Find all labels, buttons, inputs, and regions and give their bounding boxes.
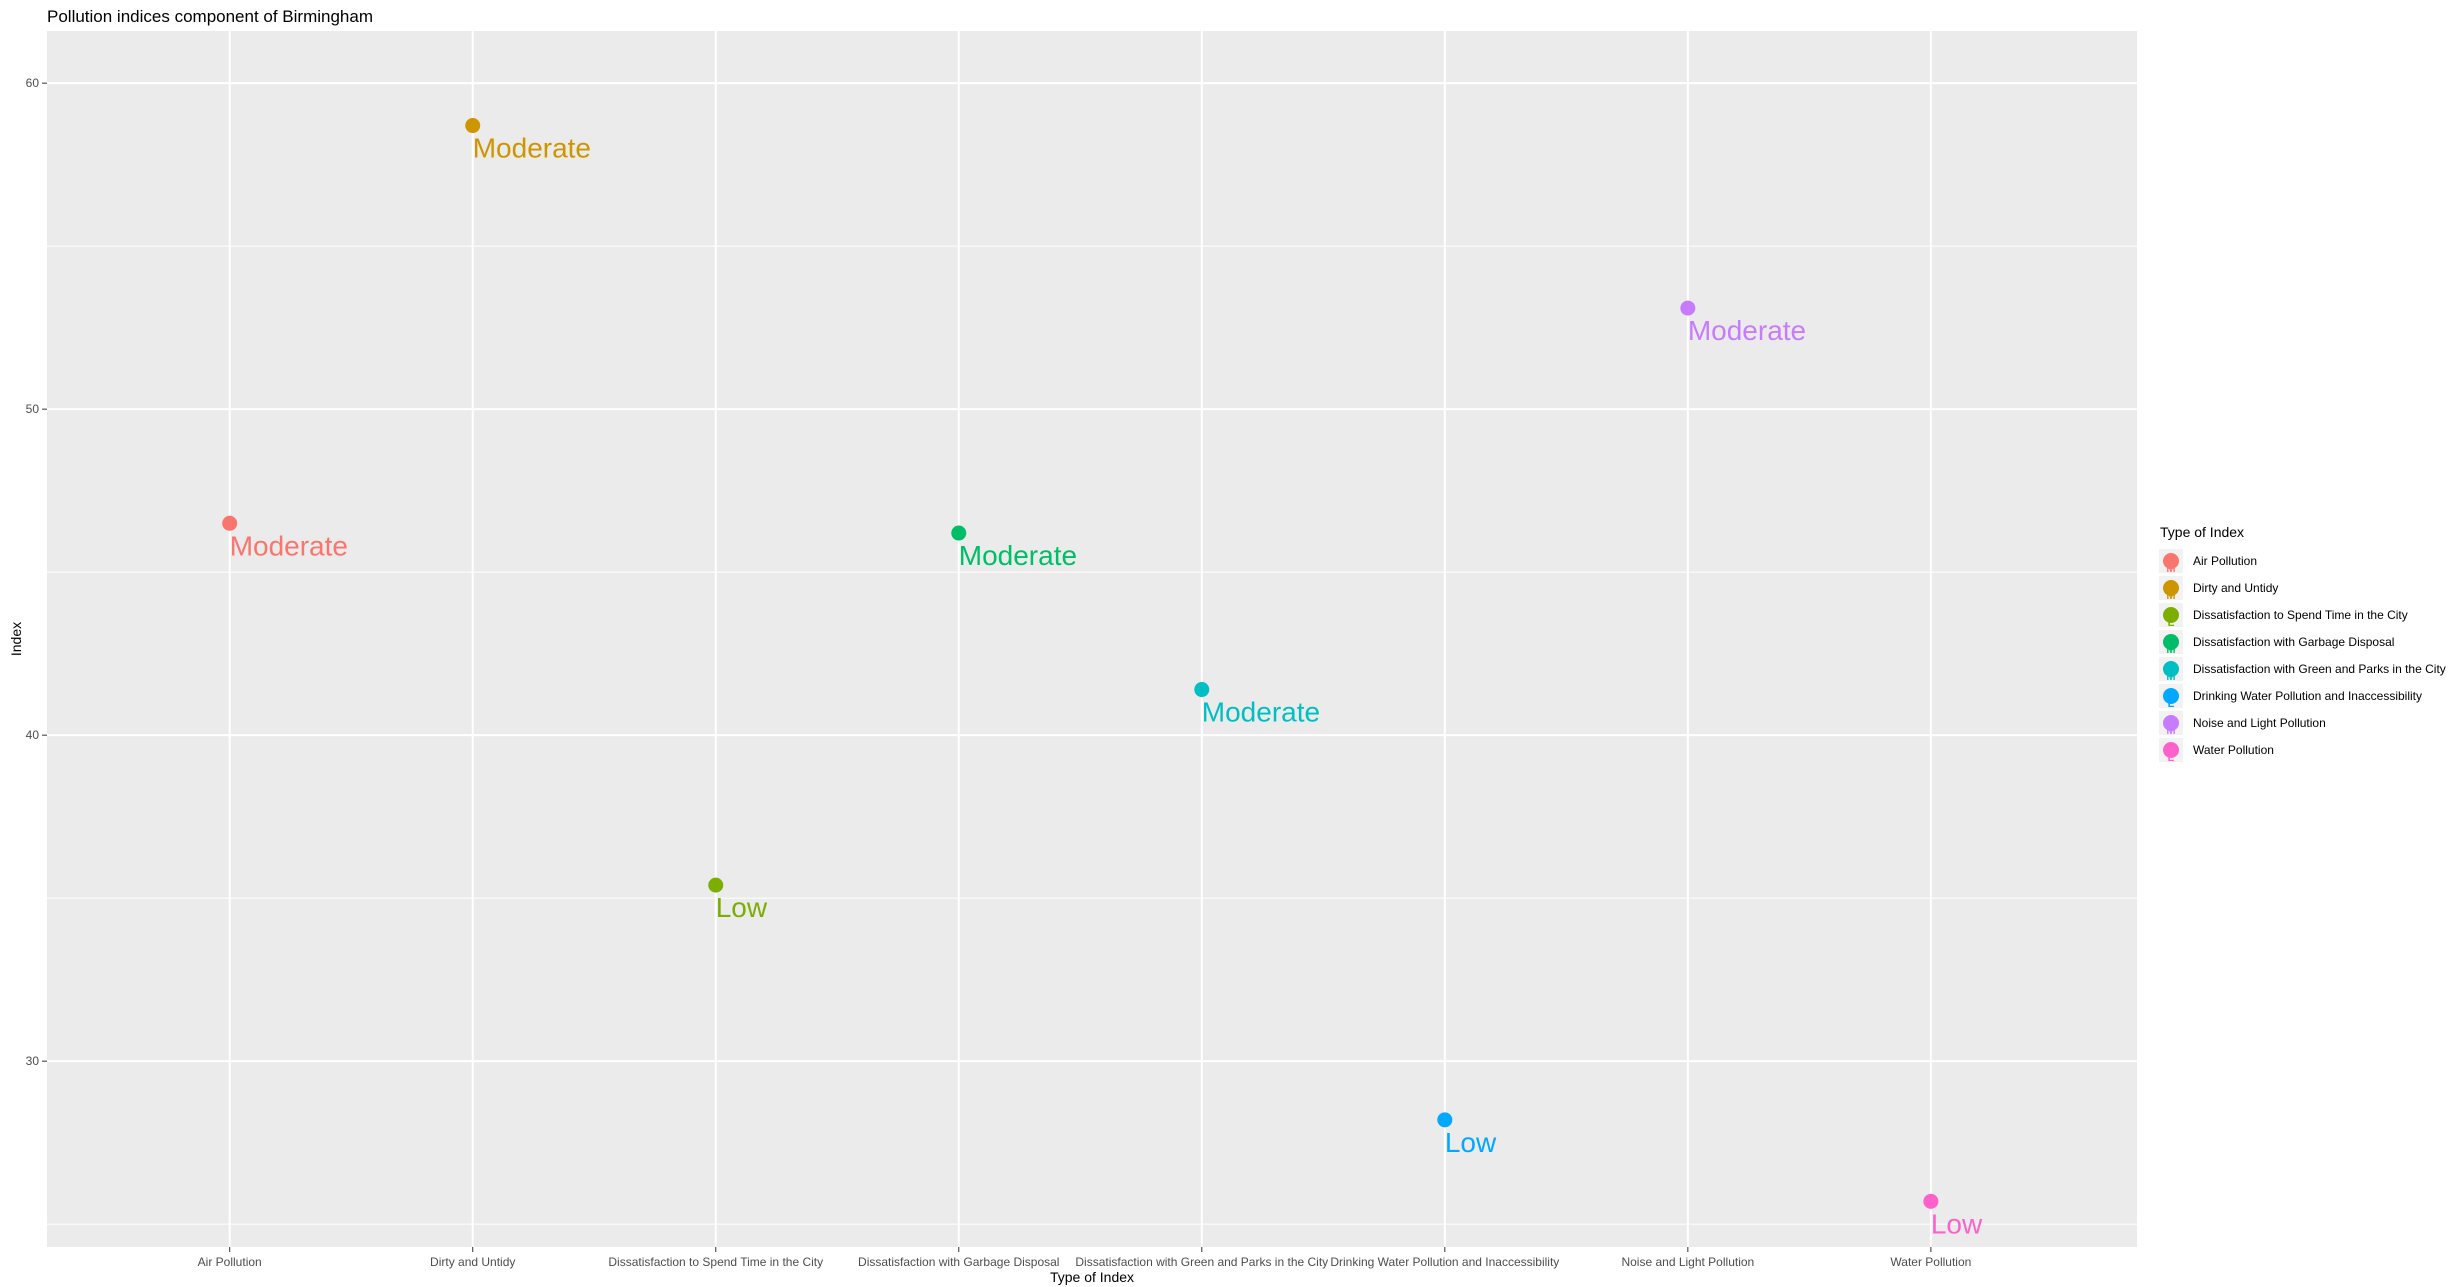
legend-key-glyph: L — [2168, 617, 2175, 629]
data-label: Moderate — [959, 540, 1077, 571]
legend: Type of Index M Air Pollution M Dirty and U… — [2159, 524, 2446, 764]
x-tick-label: Air Pollution — [198, 1255, 262, 1269]
data-point — [1923, 1193, 1939, 1209]
chart-title: Pollution indices component of Birmingha… — [47, 7, 373, 26]
legend-key — [2163, 634, 2179, 650]
data-point — [1194, 682, 1210, 698]
legend-label: Drinking Water Pollution and Inaccessibi… — [2193, 689, 2422, 703]
major-gridlines — [47, 31, 2137, 1247]
x-axis-ticks: Air Pollution Dirty and Untidy Dissatisfac… — [198, 1247, 1971, 1269]
y-tick-label: 30 — [26, 1054, 40, 1068]
legend-key-glyph: M — [2166, 725, 2175, 737]
x-tick-label: Noise and Light Pollution — [1621, 1255, 1754, 1269]
y-tick-label: 60 — [26, 76, 40, 90]
data-label: Low — [1445, 1127, 1497, 1158]
data-label: Moderate — [473, 133, 591, 164]
legend-label: Air Pollution — [2193, 554, 2257, 568]
legend-key — [2163, 742, 2179, 758]
legend-label: Noise and Light Pollution — [2193, 716, 2326, 730]
legend-key — [2163, 715, 2179, 731]
legend-label: Dissatisfaction with Garbage Disposal — [2193, 635, 2394, 649]
data-label: Low — [716, 892, 768, 923]
x-tick-label: Dirty and Untidy — [430, 1255, 515, 1269]
x-tick-label: Water Pollution — [1890, 1255, 1971, 1269]
x-tick-label: Dissatisfaction to Spend Time in the Cit… — [608, 1255, 823, 1269]
minor-gridlines — [47, 245, 2137, 1225]
legend-label: Dissatisfaction to Spend Time in the Cit… — [2193, 608, 2408, 622]
data-label: Low — [1931, 1208, 1983, 1239]
y-axis-title: Index — [8, 622, 24, 656]
data-label: Moderate — [1688, 315, 1806, 346]
x-tick-label: Dissatisfaction with Garbage Disposal — [858, 1255, 1059, 1269]
legend-label: Dissatisfaction with Green and Parks in … — [2193, 662, 2446, 676]
legend-label: Water Pollution — [2193, 743, 2274, 757]
legend-key — [2163, 661, 2179, 677]
legend-title: Type of Index — [2160, 524, 2244, 540]
data-point — [708, 877, 724, 893]
y-tick-label: 40 — [26, 728, 40, 742]
data-label: Moderate — [1202, 697, 1320, 728]
x-tick-label: Dissatisfaction with Green and Parks in … — [1075, 1255, 1328, 1269]
data-point — [951, 525, 967, 541]
data-point — [1680, 300, 1696, 316]
legend-items: M Air Pollution M Dirty and Untidy L Dissatis… — [2159, 549, 2446, 764]
legend-key-glyph: M — [2166, 563, 2175, 575]
data-label: Moderate — [230, 530, 348, 561]
data-point — [1437, 1112, 1453, 1128]
plot-panel — [47, 31, 2137, 1247]
legend-key-glyph: L — [2168, 698, 2175, 710]
legend-key-glyph: M — [2166, 671, 2175, 683]
x-tick-label: Drinking Water Pollution and Inaccessibi… — [1330, 1255, 1559, 1269]
x-axis-title: Type of Index — [1050, 1269, 1134, 1285]
y-axis-ticks: 30 40 50 60 — [26, 76, 47, 1068]
legend-label: Dirty and Untidy — [2193, 581, 2278, 595]
data-labels: Moderate Moderate Low Moderate Moderate Low Mo… — [230, 133, 1983, 1240]
legend-key-glyph: M — [2166, 590, 2175, 602]
data-point — [465, 118, 481, 134]
y-tick-label: 50 — [26, 402, 40, 416]
legend-key — [2163, 607, 2179, 623]
data-points — [222, 118, 1939, 1209]
legend-key — [2163, 580, 2179, 596]
data-point — [222, 515, 238, 531]
legend-key — [2163, 688, 2179, 704]
legend-key-glyph: L — [2168, 752, 2175, 764]
legend-key-glyph: M — [2166, 644, 2175, 656]
legend-key — [2163, 553, 2179, 569]
